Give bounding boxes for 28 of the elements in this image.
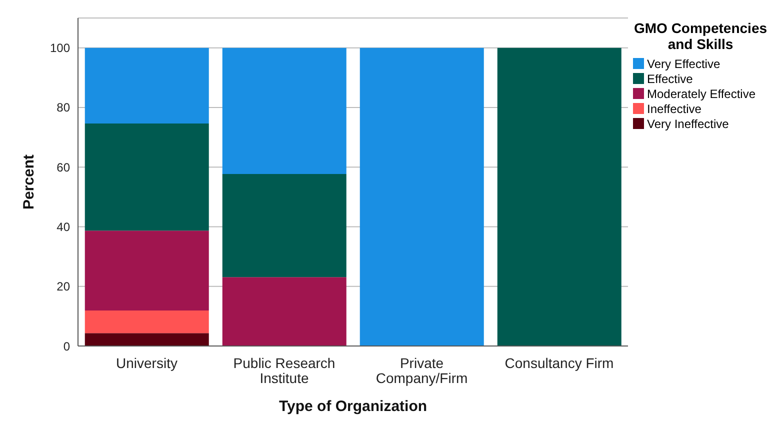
y-tick-label: 0 <box>63 339 70 354</box>
y-tick-label: 60 <box>56 160 70 174</box>
y-tick-label: 40 <box>56 220 70 234</box>
legend-label: Ineffective <box>647 102 702 116</box>
x-tick-label: Consultancy Firm <box>504 355 614 371</box>
x-tick-label: Private Company/Firm <box>376 355 468 386</box>
bar <box>84 310 209 334</box>
bar <box>84 230 209 311</box>
x-tick-label: Public Research Institute <box>233 355 336 386</box>
y-tick-label: 20 <box>56 280 70 294</box>
bar <box>84 333 209 346</box>
bar <box>222 174 346 278</box>
y-tick-label: 100 <box>50 41 70 56</box>
bar <box>222 277 346 346</box>
bar <box>497 48 622 346</box>
y-tick-label: 80 <box>56 100 70 115</box>
legend-label: Moderately Effective <box>647 86 756 100</box>
x-tick-label: University <box>116 355 178 371</box>
y-axis-title: Percent <box>20 154 38 210</box>
legend-label: Effective <box>647 72 693 86</box>
x-axis-title: Type of Organization <box>278 398 428 415</box>
bar <box>222 48 346 174</box>
legend-label: Very Ineffective <box>647 116 729 130</box>
bar <box>360 48 484 346</box>
legend-label: Very Effective <box>647 56 720 70</box>
bar <box>84 124 209 231</box>
bar <box>84 48 209 124</box>
legend-title: GMO Competencies and Skills <box>633 20 768 52</box>
